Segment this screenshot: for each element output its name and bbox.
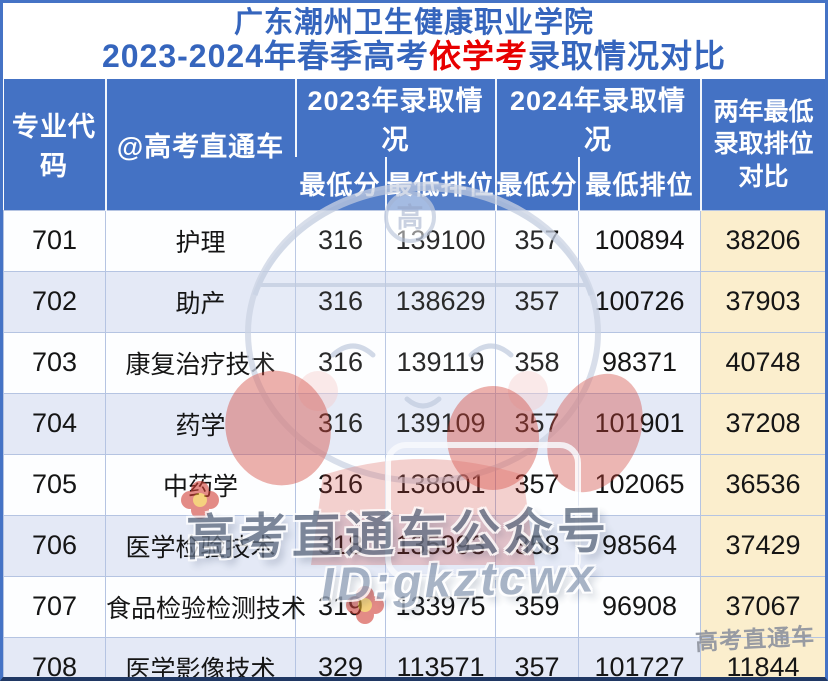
cell-compare: 37903 bbox=[700, 270, 825, 333]
subtitle: 2023-2024年春季高考依学考录取情况对比 bbox=[101, 38, 727, 75]
cell-2023-rank: 135993 bbox=[384, 514, 497, 577]
cell-code: 701 bbox=[3, 209, 106, 272]
header-account: @高考直通车 bbox=[104, 79, 296, 210]
cell-code: 708 bbox=[3, 636, 106, 677]
cell-compare: 37208 bbox=[700, 392, 825, 455]
header-group-2023: 2023年录取情况 bbox=[294, 79, 496, 157]
cell-major: 药学 bbox=[105, 392, 296, 455]
header-2024-min-score: 最低分 bbox=[494, 157, 579, 210]
title-area: 广东潮州卫生健康职业学院 2023-2024年春季高考依学考录取情况对比 bbox=[3, 3, 825, 79]
cell-2023-score: 319 bbox=[295, 575, 386, 638]
cell-code: 707 bbox=[3, 575, 106, 638]
cell-major: 护理 bbox=[105, 209, 296, 272]
cell-compare: 11844 bbox=[700, 636, 825, 677]
cell-2024-score: 357 bbox=[495, 270, 580, 333]
header-major-code: 专业代码 bbox=[3, 79, 106, 210]
header-2023-min-rank: 最低排位 bbox=[384, 157, 496, 210]
cell-2024-score: 357 bbox=[495, 453, 580, 516]
subtitle-prefix: 2023-2024年春季高考 bbox=[101, 38, 429, 75]
cell-compare: 40748 bbox=[700, 331, 825, 394]
cell-2023-score: 316 bbox=[295, 453, 386, 516]
cell-2024-rank: 102065 bbox=[578, 453, 702, 516]
cell-compare: 37429 bbox=[700, 514, 825, 577]
cell-compare: 36536 bbox=[700, 453, 825, 516]
table-row: 703 康复治疗技术 316 139119 358 98371 40748 bbox=[3, 331, 825, 394]
header-group-2024: 2024年录取情况 bbox=[494, 79, 701, 157]
subtitle-highlight: 依学考 bbox=[429, 38, 529, 75]
table-row: 704 药学 316 139109 357 101901 37208 bbox=[3, 392, 825, 455]
cell-2024-score: 357 bbox=[495, 636, 580, 677]
cell-2023-score: 316 bbox=[295, 392, 386, 455]
cell-2024-score: 358 bbox=[495, 514, 580, 577]
table-header: 专业代码 @高考直通车 2023年录取情况 2024年录取情况 两年最低录取排位… bbox=[3, 79, 825, 210]
cell-2024-score: 357 bbox=[495, 209, 580, 272]
cell-2023-score: 329 bbox=[295, 636, 386, 677]
cell-2023-rank: 139119 bbox=[384, 331, 497, 394]
cell-compare: 37067 bbox=[700, 575, 825, 638]
table-row: 705 中药学 316 138601 357 102065 36536 bbox=[3, 453, 825, 516]
cell-2024-rank: 101901 bbox=[578, 392, 702, 455]
cell-2023-rank: 138629 bbox=[384, 270, 497, 333]
table-row: 707 食品检验检测技术 319 133975 359 96908 37067 bbox=[3, 575, 825, 638]
cell-2024-rank: 101727 bbox=[578, 636, 702, 677]
cell-major: 中药学 bbox=[105, 453, 296, 516]
table-row: 708 医学影像技术 329 113571 357 101727 11844 bbox=[3, 636, 825, 677]
table-row: 706 医学检验技术 318 135993 358 98564 37429 bbox=[3, 514, 825, 577]
cell-code: 702 bbox=[3, 270, 106, 333]
subtitle-suffix: 录取情况对比 bbox=[528, 38, 727, 75]
cell-2024-rank: 98564 bbox=[578, 514, 702, 577]
cell-2024-score: 357 bbox=[495, 392, 580, 455]
table-body: 701 护理 316 139100 357 100894 38206 702 助… bbox=[3, 209, 825, 677]
cell-compare: 38206 bbox=[700, 209, 825, 272]
cell-major: 助产 bbox=[105, 270, 296, 333]
cell-2023-score: 318 bbox=[295, 514, 386, 577]
cell-2023-rank: 138601 bbox=[384, 453, 497, 516]
cell-major: 医学检验技术 bbox=[105, 514, 296, 577]
cell-code: 706 bbox=[3, 514, 106, 577]
cell-code: 704 bbox=[3, 392, 106, 455]
cell-2024-rank: 98371 bbox=[578, 331, 702, 394]
cell-major: 食品检验检测技术 bbox=[105, 575, 306, 638]
table-row: 702 助产 316 138629 357 100726 37903 bbox=[3, 270, 825, 333]
table-row: 701 护理 316 139100 357 100894 38206 bbox=[3, 209, 825, 272]
header-2024-min-rank: 最低排位 bbox=[577, 157, 701, 210]
cell-major: 医学影像技术 bbox=[105, 636, 296, 677]
admission-table: 专业代码 @高考直通车 2023年录取情况 2024年录取情况 两年最低录取排位… bbox=[3, 79, 825, 677]
cell-2023-score: 316 bbox=[295, 209, 386, 272]
header-2023-min-score: 最低分 bbox=[295, 157, 386, 210]
cell-2023-rank: 139109 bbox=[384, 392, 497, 455]
cell-2023-rank: 113571 bbox=[384, 636, 497, 677]
cell-2023-rank: 139100 bbox=[384, 209, 497, 272]
cell-2024-rank: 100726 bbox=[578, 270, 702, 333]
cell-code: 705 bbox=[3, 453, 106, 516]
cell-major: 康复治疗技术 bbox=[105, 331, 296, 394]
cell-2024-score: 358 bbox=[495, 331, 580, 394]
cell-code: 703 bbox=[3, 331, 106, 394]
cell-2023-score: 316 bbox=[295, 331, 386, 394]
cell-2024-score: 359 bbox=[495, 575, 580, 638]
cell-2024-rank: 100894 bbox=[578, 209, 702, 272]
cell-2023-score: 316 bbox=[295, 270, 386, 333]
cell-2024-rank: 96908 bbox=[578, 575, 702, 638]
college-name-title: 广东潮州卫生健康职业学院 bbox=[233, 6, 594, 39]
header-compare: 两年最低录取排位对比 bbox=[699, 79, 825, 210]
cell-2023-rank: 133975 bbox=[384, 575, 497, 638]
